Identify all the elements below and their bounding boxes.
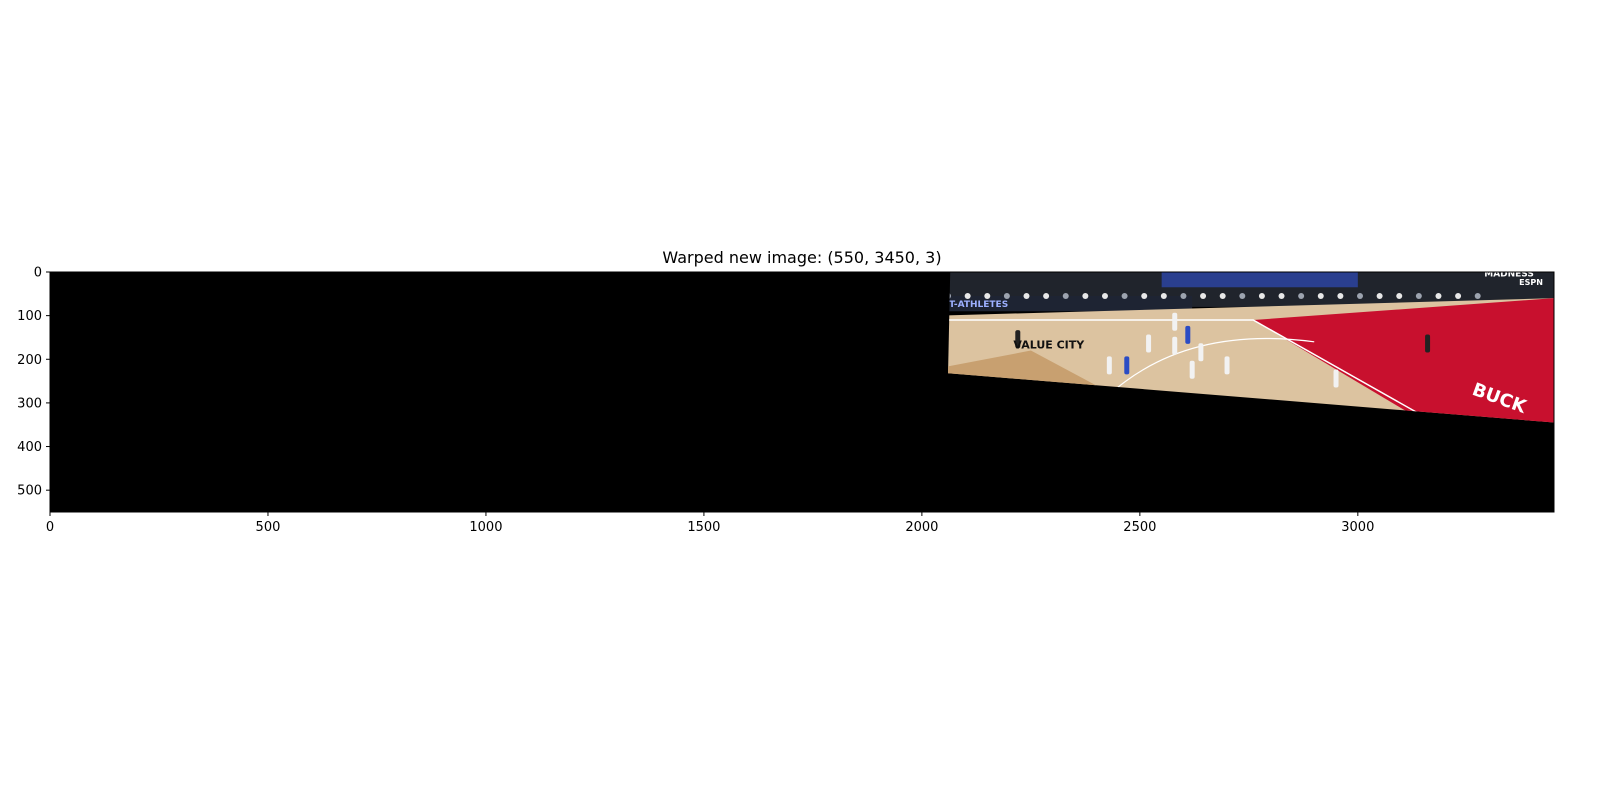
y-tick-label: 0 — [34, 266, 42, 281]
upper-banner — [1161, 272, 1358, 288]
bench-person — [1003, 293, 1010, 299]
court-red-area — [1253, 298, 1554, 423]
player-figure — [1146, 334, 1152, 353]
x-tick-label: 3000 — [1341, 520, 1374, 535]
in-image-text-madness: MADNESS — [1484, 269, 1534, 279]
bench-person — [1062, 293, 1069, 299]
in-image-text-value-city: VALUE CITY — [1013, 338, 1085, 351]
x-axis: 0 500 1000 1500 2000 2500 3000 — [46, 512, 1374, 535]
chart-title: Warped new image: (550, 3450, 3) — [662, 248, 941, 267]
sideline-banner — [948, 296, 1193, 312]
bench-person — [1160, 293, 1167, 299]
player-figure — [1333, 369, 1339, 388]
bench-person — [1278, 293, 1285, 299]
player-figure — [1189, 360, 1195, 379]
x-tick-label: 500 — [256, 520, 281, 535]
three-point-arc — [1104, 337, 1315, 399]
bench-person — [1239, 293, 1246, 299]
x-tick-label: 1000 — [469, 520, 502, 535]
y-tick-label: 200 — [17, 353, 42, 368]
bench-person — [1121, 293, 1128, 299]
bench-person — [1415, 293, 1422, 299]
bench-person — [1396, 293, 1403, 299]
bench-person — [984, 293, 991, 299]
bench-person — [1474, 293, 1481, 299]
player-figure — [1425, 334, 1431, 353]
bench-person — [1200, 293, 1207, 299]
y-tick-label: 300 — [17, 396, 42, 411]
bench-person — [1023, 293, 1030, 299]
bench-person — [964, 293, 971, 299]
bench-person — [1298, 293, 1305, 299]
bench-person — [1101, 293, 1108, 299]
y-tick-label: 500 — [17, 484, 42, 499]
x-tick-label: 2500 — [1123, 520, 1156, 535]
y-axis: 0 100 200 300 400 500 — [17, 266, 50, 499]
bench-person — [1337, 293, 1344, 299]
player-figure — [1172, 336, 1178, 355]
bench-person — [1435, 293, 1442, 299]
bench-person — [1141, 293, 1148, 299]
bench-person — [1180, 293, 1187, 299]
player-figure — [1015, 330, 1021, 349]
player-figure — [1106, 356, 1112, 375]
in-image-text-athletes: NT-ATHLETES — [942, 300, 1009, 310]
in-image-text-espn: ESPN — [1519, 278, 1543, 287]
x-tick-label: 1500 — [687, 520, 720, 535]
player-figure — [1185, 325, 1191, 344]
bench-person — [1376, 293, 1383, 299]
x-tick-label: 0 — [46, 520, 54, 535]
bench-person — [1317, 293, 1324, 299]
bench-person — [1258, 293, 1265, 299]
y-tick-label: 100 — [17, 309, 42, 324]
player-figure — [1124, 356, 1130, 375]
y-tick-label: 400 — [17, 440, 42, 455]
player-figure — [1198, 343, 1204, 362]
bench-person — [1219, 293, 1226, 299]
x-tick-label: 2000 — [905, 520, 938, 535]
bench-person — [1357, 293, 1364, 299]
axes-frame — [49, 271, 1555, 513]
court-line — [948, 319, 1424, 417]
bench-person — [1455, 293, 1462, 299]
bench-person — [1043, 293, 1050, 299]
player-figure — [1172, 312, 1178, 331]
bench-person — [1082, 293, 1089, 299]
player-figure — [1224, 356, 1230, 375]
